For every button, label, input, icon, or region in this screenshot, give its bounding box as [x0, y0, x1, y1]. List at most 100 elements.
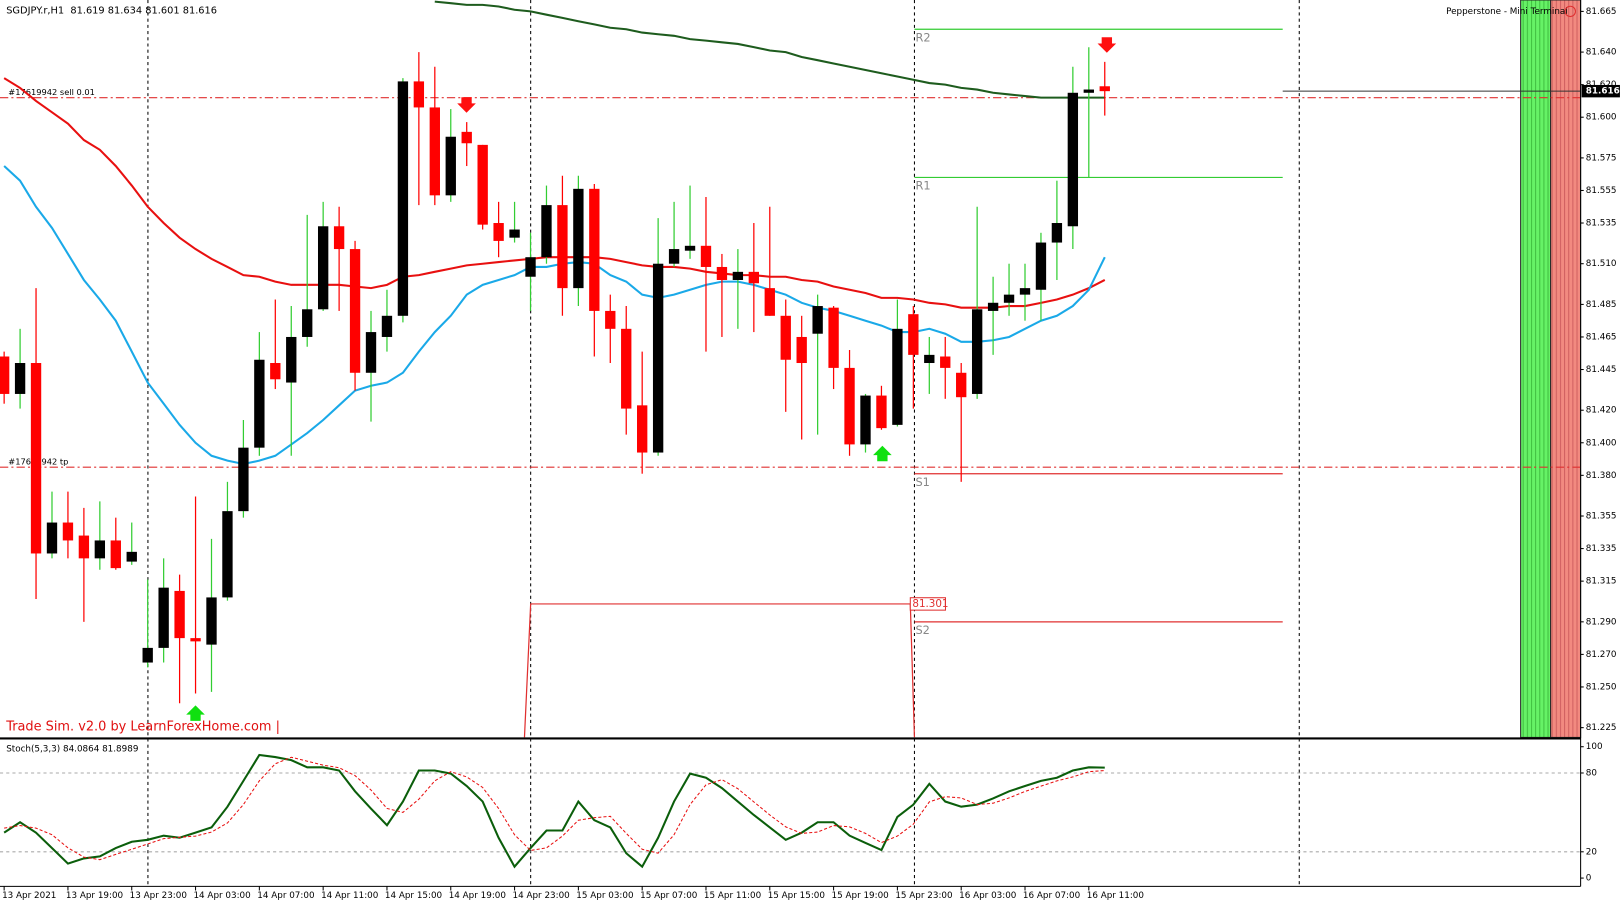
- candle-body: [1051, 223, 1063, 243]
- candle-body: [1067, 92, 1079, 227]
- signal-bar-sell: [1550, 0, 1582, 738]
- x-tick-label: 15 Apr 15:00: [768, 891, 825, 901]
- y-tick-label: 81.225: [1586, 723, 1617, 733]
- y-tick-label: 100: [1586, 742, 1603, 752]
- candle-body: [381, 315, 393, 337]
- candle-body: [924, 354, 935, 364]
- candle-body: [30, 363, 42, 554]
- candle-body: [397, 81, 409, 316]
- x-tick-label: 16 Apr 03:00: [959, 891, 1016, 901]
- candle-body: [716, 266, 728, 280]
- candle-body: [62, 522, 74, 541]
- candle-body: [254, 359, 265, 448]
- x-tick-label: 13 Apr 2021: [2, 891, 56, 901]
- y-tick-label: 81.335: [1586, 544, 1617, 554]
- candle-body: [333, 226, 345, 250]
- pivot-line: [523, 603, 916, 738]
- candle-body: [1003, 294, 1015, 303]
- candle-body: [637, 405, 648, 453]
- x-tick-label: 15 Apr 19:00: [832, 891, 889, 901]
- y-tick-label: 81.290: [1586, 617, 1617, 627]
- y-tick-label: 81.250: [1586, 682, 1617, 692]
- indicator-line: [434, 0, 1105, 99]
- y-tick-label: 81.445: [1586, 365, 1617, 375]
- candle-body: [110, 540, 121, 569]
- x-tick-label: 15 Apr 11:00: [704, 891, 761, 901]
- candle-body: [956, 372, 967, 398]
- x-tick-label: 14 Apr 23:00: [513, 891, 570, 901]
- candle-body: [1083, 89, 1094, 93]
- candle-body: [0, 356, 10, 394]
- candle-body: [971, 309, 983, 394]
- candle-body: [589, 188, 600, 311]
- y-tick-label: 80: [1586, 768, 1597, 778]
- candle-body: [732, 271, 744, 280]
- x-tick-label: 13 Apr 19:00: [66, 891, 123, 901]
- x-tick-label: 13 Apr 23:00: [130, 891, 187, 901]
- candle-body: [349, 249, 361, 373]
- terminal-icon: [1564, 5, 1576, 18]
- candle-body: [94, 540, 106, 559]
- y-tick-label: 81.270: [1586, 650, 1617, 660]
- candle-body: [844, 367, 855, 445]
- candle-body: [652, 263, 664, 453]
- candle-body: [1099, 86, 1110, 92]
- candle-body: [509, 229, 520, 238]
- y-tick-label: 81.640: [1586, 48, 1617, 58]
- candle-body: [46, 522, 58, 554]
- candle-body: [493, 223, 504, 241]
- stoch-title: Stoch(5,3,3) 84.0864 81.8989: [6, 744, 138, 754]
- pivot-label: S2: [915, 623, 929, 637]
- x-tick-label: 16 Apr 07:00: [1023, 891, 1080, 901]
- x-tick-label: 15 Apr 03:00: [576, 891, 633, 901]
- candle-body: [987, 302, 999, 311]
- candle-body: [461, 131, 472, 144]
- candle-body: [684, 245, 696, 251]
- candle-body: [477, 144, 488, 225]
- candle-body: [1035, 242, 1047, 290]
- y-tick-label: 81.485: [1586, 300, 1617, 310]
- candle-body: [78, 535, 90, 559]
- x-tick-label: 14 Apr 03:00: [193, 891, 250, 901]
- candle-body: [812, 306, 823, 334]
- candle-body: [940, 356, 951, 368]
- x-tick-label: 15 Apr 23:00: [895, 891, 952, 901]
- order-label: #17619942 sell 0.01: [8, 87, 95, 97]
- y-tick-label: 81.400: [1586, 438, 1617, 448]
- candle-body: [126, 551, 137, 562]
- y-tick-label: 81.315: [1586, 577, 1617, 587]
- candle-body: [142, 647, 153, 663]
- candle-body: [700, 245, 712, 267]
- candle-body: [876, 395, 887, 429]
- sell-arrow: [1097, 37, 1117, 53]
- candle-body: [429, 107, 440, 196]
- candle-body: [238, 447, 249, 512]
- x-tick-label: 14 Apr 11:00: [321, 891, 378, 901]
- candle-body: [605, 310, 616, 329]
- candle-body: [206, 597, 217, 645]
- pivot-label: R1: [915, 179, 930, 193]
- candle-body: [764, 288, 775, 316]
- y-tick-label: 81.535: [1586, 219, 1617, 229]
- stoch-pane: Stoch(5,3,3) 84.0864 81.8989: [0, 744, 1581, 869]
- pivot-value: 81.301: [912, 598, 948, 610]
- candle-body: [1019, 288, 1031, 295]
- y-tick-label: 20: [1586, 847, 1597, 857]
- candle-body: [174, 590, 185, 639]
- indicator-line: [3, 753, 1105, 869]
- candle-body: [302, 309, 313, 337]
- buy-arrow: [873, 445, 892, 462]
- x-tick-label: 14 Apr 15:00: [385, 891, 442, 901]
- candle-body: [541, 205, 552, 258]
- candle-body: [413, 81, 425, 108]
- pivot-label: R2: [915, 31, 930, 45]
- candle-body: [780, 315, 791, 360]
- candle-body: [621, 328, 632, 409]
- y-tick-label: 81.355: [1586, 512, 1617, 522]
- y-tick-label: 81.575: [1586, 153, 1617, 163]
- candle-body: [190, 638, 201, 642]
- candle-body: [365, 332, 377, 373]
